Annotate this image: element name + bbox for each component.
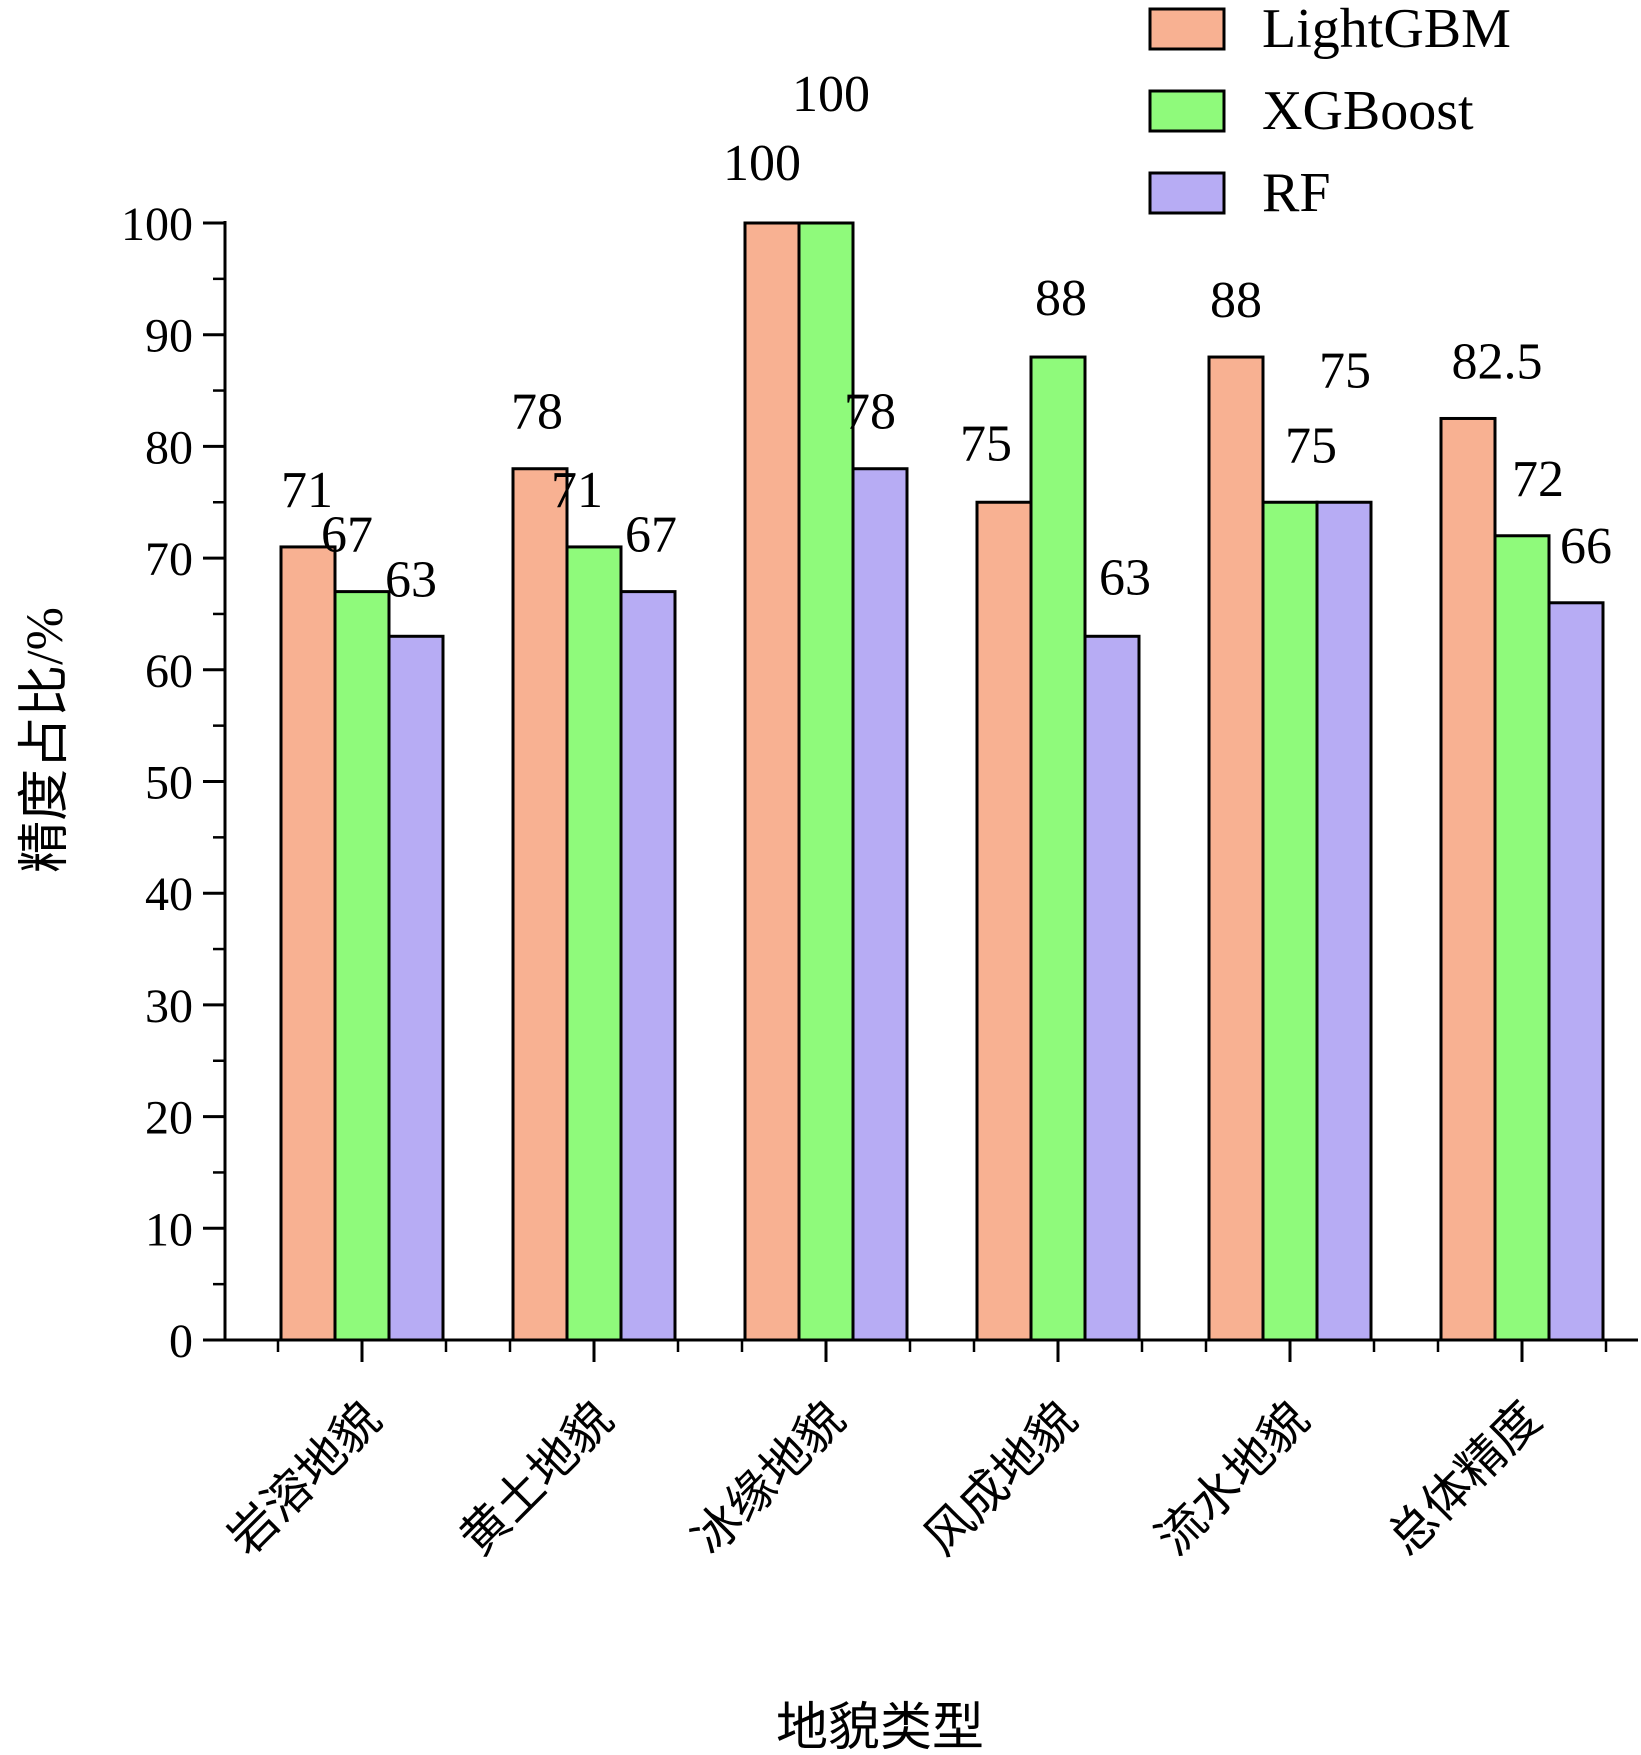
legend-swatch-xgboost (1148, 89, 1226, 133)
data-label: 100 (792, 66, 870, 123)
bar-lightgbm-2 (511, 467, 569, 1342)
x-tick-label: 总体精度 (1379, 1392, 1552, 1565)
data-label: 63 (1099, 549, 1151, 606)
bar-lightgbm-5 (1207, 355, 1265, 1342)
category-labels: 岩溶地貌 黄土地貌 冰缘地貌 风成地貌 流水地貌 总体精度 (219, 1392, 1552, 1565)
y-tick-label: 50 (145, 757, 193, 810)
data-label: 72 (1512, 451, 1564, 508)
data-label: 66 (1560, 518, 1612, 575)
data-label: 75 (1285, 417, 1337, 474)
x-tick-label: 冰缘地貌 (683, 1392, 856, 1565)
bar-rf-4 (1083, 634, 1141, 1342)
y-tick-label: 70 (145, 533, 193, 586)
data-label: 78 (511, 384, 563, 441)
data-label: 88 (1210, 272, 1262, 329)
bar-rf-1 (387, 634, 445, 1342)
legend-swatch-lightgbm (1148, 7, 1226, 51)
x-tick-label: 黄土地貌 (451, 1392, 624, 1565)
bar-lightgbm-4 (975, 500, 1033, 1342)
bar-rf-3 (851, 467, 909, 1342)
y-tick-label: 30 (145, 980, 193, 1033)
legend: LightGBM XGBoost RF (1148, 0, 1511, 224)
bars (279, 221, 1605, 1342)
bar-xgboost-5 (1261, 500, 1319, 1342)
y-axis-title: 精度占比/% (17, 607, 74, 873)
y-tick-label: 80 (145, 421, 193, 474)
y-tick-label: 60 (145, 645, 193, 698)
data-label: 82.5 (1452, 333, 1543, 390)
data-label: 100 (723, 135, 801, 192)
legend-label: XGBoost (1262, 80, 1474, 142)
axes: 0 10 20 30 40 50 60 70 80 90 100 (121, 198, 1638, 1368)
x-tick-label: 流水地貌 (1147, 1392, 1320, 1565)
data-label: 67 (321, 507, 373, 564)
legend-swatch-rf (1148, 171, 1226, 215)
bar-lightgbm-1 (279, 545, 337, 1342)
legend-label: LightGBM (1262, 0, 1511, 60)
data-label: 63 (385, 551, 437, 608)
data-label: 88 (1035, 270, 1087, 327)
bar-rf-6 (1547, 601, 1605, 1342)
data-label: 67 (625, 507, 677, 564)
bar-xgboost-4 (1029, 355, 1087, 1342)
data-label: 71 (281, 462, 333, 519)
y-tick-label: 20 (145, 1092, 193, 1145)
y-tick-label: 0 (169, 1315, 193, 1368)
bar-xgboost-1 (333, 590, 391, 1342)
data-label: 75 (1319, 342, 1371, 399)
bar-lightgbm-3 (743, 221, 801, 1342)
bar-xgboost-3 (797, 221, 855, 1342)
y-tick-label: 90 (145, 310, 193, 363)
data-label: 75 (960, 415, 1012, 472)
bar-rf-5 (1315, 500, 1373, 1342)
legend-label: RF (1262, 162, 1331, 224)
bar-lightgbm-6 (1439, 416, 1497, 1342)
data-label: 71 (551, 462, 603, 519)
y-tick-label: 100 (121, 198, 193, 251)
x-tick-label: 风成地貌 (915, 1392, 1088, 1565)
data-label: 78 (844, 384, 896, 441)
x-tick-label: 岩溶地貌 (219, 1392, 392, 1565)
y-tick-label: 10 (145, 1203, 193, 1256)
bar-xgboost-6 (1493, 534, 1551, 1342)
y-tick-label: 40 (145, 868, 193, 921)
bar-rf-2 (619, 590, 677, 1342)
bar-xgboost-2 (565, 545, 623, 1342)
x-axis-title: 地貌类型 (776, 1700, 984, 1755)
